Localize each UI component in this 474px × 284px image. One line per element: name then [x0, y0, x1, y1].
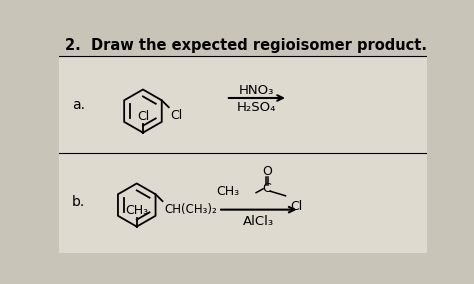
- Text: Cl: Cl: [137, 110, 149, 123]
- Text: H₂SO₄: H₂SO₄: [237, 101, 276, 114]
- Text: b.: b.: [72, 195, 85, 209]
- Bar: [59, 56, 427, 153]
- Text: AlCl₃: AlCl₃: [243, 216, 274, 228]
- Text: HNO₃: HNO₃: [239, 84, 274, 97]
- Bar: [59, 153, 427, 253]
- Text: CH₃: CH₃: [125, 204, 148, 217]
- Bar: [59, 34, 427, 56]
- Text: a.: a.: [72, 98, 85, 112]
- Text: 2.  Draw the expected regioisomer product.: 2. Draw the expected regioisomer product…: [65, 38, 428, 53]
- Text: CH₃: CH₃: [216, 185, 239, 199]
- Text: O: O: [262, 165, 272, 178]
- Text: Cl: Cl: [290, 201, 302, 213]
- Text: Cl: Cl: [170, 109, 182, 122]
- Text: C: C: [263, 181, 271, 195]
- Text: CH(CH₃)₂: CH(CH₃)₂: [164, 203, 217, 216]
